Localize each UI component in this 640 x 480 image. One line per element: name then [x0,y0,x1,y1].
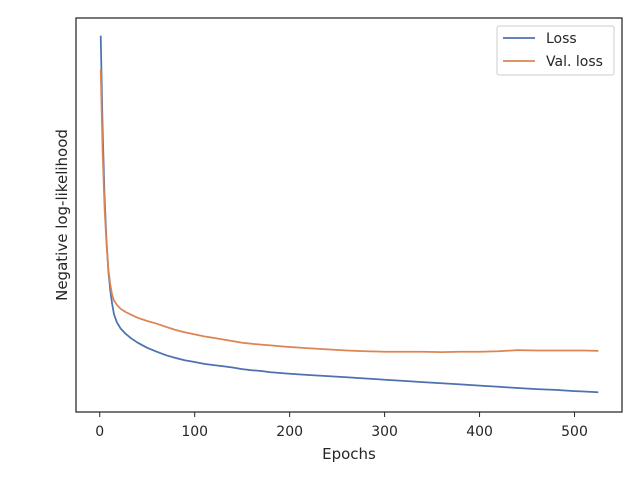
series-line-loss [99,35,599,394]
legend-label-val-loss: Val. loss [546,54,603,70]
y-axis-label: Negative log-likelihood [53,129,71,301]
legend-label-loss: Loss [546,31,577,47]
x-tick-label: 300 [371,424,398,440]
x-tick-label: 400 [466,424,493,440]
series-layer [99,35,599,394]
plot-area [75,17,623,413]
legend: Loss Val. loss [496,25,615,76]
x-tick-label: 100 [181,424,208,440]
series-line-val-loss [99,69,599,353]
x-tick-label: 200 [276,424,303,440]
x-tick-label: 0 [95,424,104,440]
x-axis-label: Epochs [322,445,376,463]
x-tick-label: 500 [561,424,588,440]
x-axis-ticks: 0 100 200 300 400 500 [95,412,588,440]
